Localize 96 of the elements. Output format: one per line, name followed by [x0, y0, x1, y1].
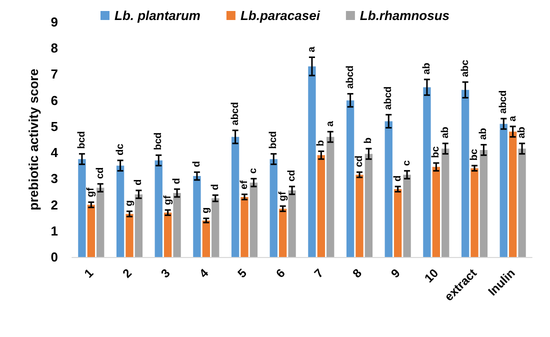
- data-label: cd: [94, 167, 106, 179]
- data-label: cd: [354, 155, 365, 168]
- legend-label: Lb.rhamnosus: [360, 8, 450, 23]
- bar: [126, 214, 134, 257]
- bar: [384, 121, 392, 257]
- data-label: bcd: [268, 131, 280, 149]
- data-label: gf: [277, 190, 288, 202]
- data-label: ab: [440, 126, 451, 138]
- y-tick-label: 3: [50, 171, 58, 186]
- data-label: ab: [478, 128, 490, 140]
- x-tick-label: 6: [273, 266, 288, 281]
- data-label: ab: [516, 126, 528, 138]
- y-tick-label: 5: [50, 118, 58, 134]
- bar: [154, 160, 162, 257]
- bar: [87, 204, 95, 257]
- data-label: cd: [286, 170, 298, 182]
- y-tick-label: 9: [50, 14, 58, 30]
- bar: [470, 168, 478, 257]
- data-label: bcd: [153, 132, 164, 150]
- y-tick-label: 1: [50, 223, 58, 238]
- x-tick-label: 4: [196, 266, 212, 281]
- x-tick-label: 5: [234, 266, 250, 281]
- bar: [317, 155, 325, 257]
- bar: [96, 188, 104, 257]
- y-tick-label: 0: [50, 250, 58, 264]
- data-label: abcd: [344, 65, 356, 89]
- bar: [403, 174, 411, 257]
- bar: [518, 148, 526, 257]
- legend-label: Lb.paracasei: [240, 8, 320, 23]
- data-label: abcd: [230, 102, 241, 126]
- data-label: a: [306, 46, 318, 52]
- data-label: a: [324, 120, 336, 127]
- data-label: d: [191, 161, 202, 168]
- y-tick-label: 2: [50, 197, 58, 212]
- bar: [240, 196, 248, 257]
- bar: [326, 136, 334, 257]
- x-tick-label: 3: [158, 266, 174, 281]
- bar: [394, 189, 402, 257]
- bar: [164, 212, 172, 257]
- data-label: g: [200, 207, 212, 214]
- data-label: dc: [114, 143, 126, 156]
- bar: [279, 208, 287, 257]
- data-label: gf: [162, 194, 174, 205]
- data-label: gf: [86, 187, 97, 198]
- data-label: d: [133, 179, 144, 186]
- bar: [480, 150, 488, 257]
- bar: [509, 132, 517, 257]
- bar: [500, 124, 508, 257]
- bar: [250, 182, 258, 257]
- bar: [442, 148, 450, 257]
- bar: [461, 90, 470, 257]
- bar: [364, 154, 373, 257]
- bar: [231, 136, 240, 257]
- bar: [346, 100, 354, 257]
- data-label: bcd: [76, 131, 88, 149]
- y-tick-label: 6: [50, 92, 58, 108]
- bar: [134, 194, 143, 257]
- data-label: abcd: [498, 90, 510, 114]
- bar: [423, 87, 431, 257]
- legend-label: Lb. plantarum: [114, 8, 201, 23]
- data-label: c: [402, 160, 413, 166]
- bar: [78, 159, 86, 257]
- bar: [193, 176, 201, 257]
- x-tick-label: 1: [82, 266, 96, 281]
- data-label: bc: [430, 146, 442, 158]
- bar: [202, 220, 210, 257]
- data-label: b: [363, 138, 374, 144]
- data-label: d: [392, 175, 404, 182]
- bar: [308, 66, 316, 257]
- y-axis-title: prebiotic activity score: [26, 68, 41, 210]
- x-tick-label: 9: [388, 266, 404, 281]
- data-label: abcd: [383, 86, 394, 110]
- bar: [212, 198, 220, 257]
- bar: [288, 190, 296, 257]
- data-label: d: [172, 178, 183, 184]
- y-tick-label: 4: [50, 145, 59, 160]
- x-tick-label: 2: [120, 266, 135, 281]
- data-label: ab: [421, 62, 432, 74]
- bar: [116, 166, 124, 257]
- y-tick-label: 8: [50, 40, 58, 56]
- data-label: d: [210, 184, 221, 190]
- bar: [432, 166, 440, 257]
- bar: [270, 159, 278, 257]
- data-label: g: [124, 200, 135, 206]
- data-label: ef: [239, 180, 250, 190]
- y-tick-label: 7: [50, 66, 58, 82]
- data-label: b: [316, 140, 327, 146]
- data-label: bc: [469, 148, 480, 161]
- data-label: abc: [460, 59, 471, 78]
- x-tick-label: 7: [312, 266, 326, 281]
- data-label: a: [507, 115, 518, 122]
- x-tick-label: 8: [350, 266, 365, 281]
- data-label: c: [248, 168, 260, 174]
- x-tick-label: 10: [422, 266, 442, 286]
- bar: [356, 174, 364, 257]
- bar: [173, 193, 181, 257]
